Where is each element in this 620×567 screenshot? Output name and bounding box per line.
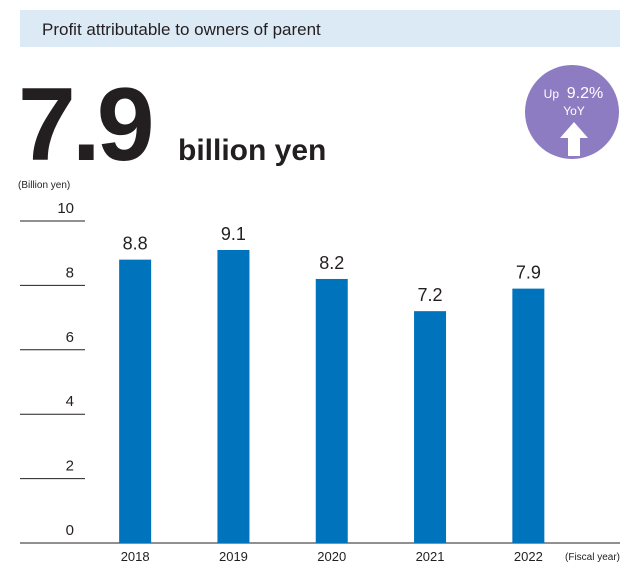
- value-label: 8.2: [319, 253, 344, 273]
- title-band: [20, 10, 620, 47]
- bar: [512, 288, 545, 543]
- up-arrow: [560, 122, 588, 156]
- badge-suffix: YoY: [563, 104, 585, 118]
- y-tick-label: 10: [57, 200, 74, 217]
- value-label: 8.8: [123, 234, 148, 254]
- x-tick-label: 2018: [121, 549, 150, 564]
- y-tick-label: 2: [66, 458, 74, 475]
- x-axis-label: (Fiscal year): [565, 552, 620, 563]
- bar: [119, 259, 152, 543]
- chart-title: Profit attributable to owners of parent: [42, 20, 321, 39]
- x-tick-label: 2019: [219, 549, 248, 564]
- headline-value: 7.9: [18, 67, 151, 183]
- badge-prefix: Up: [544, 87, 560, 101]
- y-tick-label: 8: [66, 264, 74, 281]
- x-tick-label: 2021: [416, 549, 445, 564]
- y-tick-label: 0: [66, 522, 74, 539]
- y-tick-label: 6: [66, 329, 74, 346]
- y-axis-label: (Billion yen): [18, 180, 70, 191]
- bar: [414, 311, 447, 543]
- value-label: 7.2: [418, 285, 443, 305]
- value-label: 9.1: [221, 224, 246, 244]
- value-label: 7.9: [516, 263, 541, 283]
- x-tick-label: 2022: [514, 549, 543, 564]
- headline-unit: billion yen: [178, 134, 326, 167]
- y-tick-label: 4: [66, 393, 74, 410]
- bar: [217, 249, 250, 544]
- badge: [525, 65, 619, 159]
- x-tick-label: 2020: [317, 549, 346, 564]
- badge-value: 9.2%: [567, 85, 603, 102]
- bar: [315, 278, 348, 543]
